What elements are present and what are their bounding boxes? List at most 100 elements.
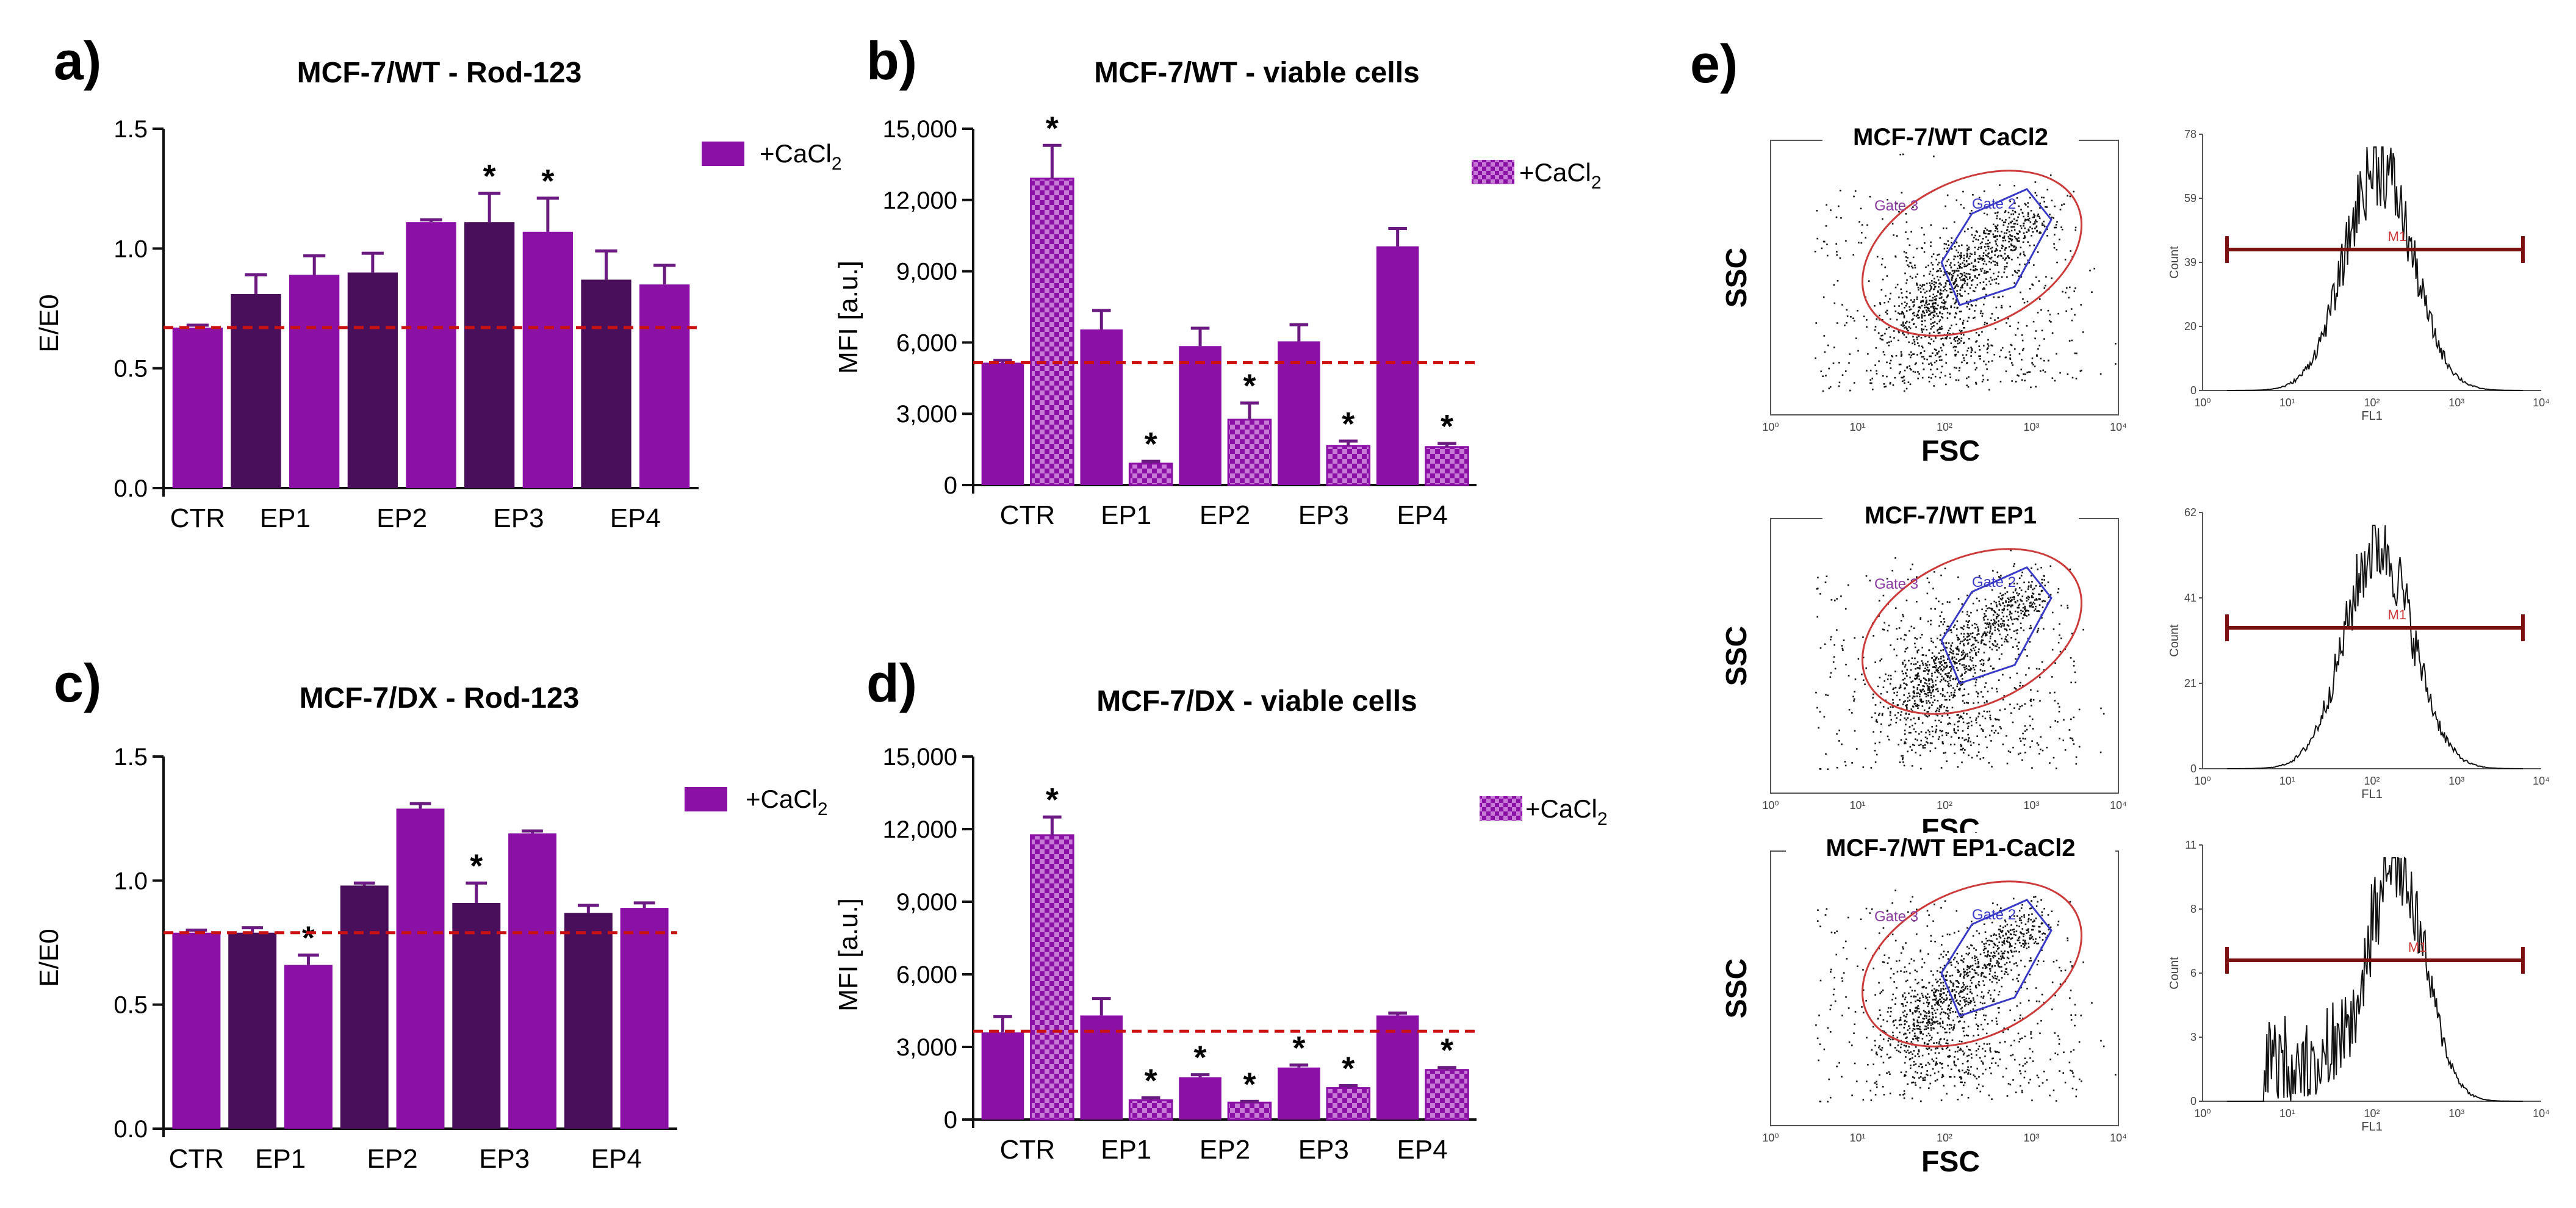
scatter-point	[2051, 611, 2054, 614]
scatter-point	[1968, 998, 1970, 999]
scatter-point	[1963, 326, 1965, 329]
scatter-point	[1962, 737, 1963, 739]
scatter-point	[2074, 681, 2077, 683]
scatter-point	[2067, 937, 2068, 940]
scatter-point	[2082, 331, 2084, 333]
scatter-point	[1959, 329, 1961, 331]
scatter-point	[1949, 722, 1951, 725]
scatter-point	[2012, 955, 2014, 957]
scatter-point	[1930, 640, 1933, 642]
scatter-point	[1963, 999, 1965, 1001]
scatter-point	[2009, 1009, 2011, 1012]
scatter-point	[1946, 317, 1949, 319]
scatter-point	[1869, 379, 1872, 381]
scatter-point	[1909, 244, 1911, 246]
scatter-point	[2007, 625, 2010, 627]
scatter-point	[1932, 701, 1934, 703]
scatter-point	[1919, 680, 1922, 683]
scatter-point	[1925, 266, 1927, 268]
scatter-point	[1918, 982, 1919, 983]
scatter-point	[1966, 253, 1968, 254]
scatter-point	[1907, 238, 1909, 240]
scatter-point	[1882, 961, 1884, 963]
scatter-point	[2027, 914, 2030, 916]
scatter-point	[2026, 609, 2028, 611]
scatter-point	[1916, 692, 1918, 694]
scatter-point	[2008, 604, 2010, 606]
scatter-point	[1830, 931, 1833, 933]
chart-b: MCF-7/WT - viable cells MFI [a.u.] 03,00…	[833, 57, 1477, 530]
scatter-point	[1946, 979, 1948, 981]
scatter-point	[1900, 952, 1902, 954]
scatter-point	[1928, 1087, 1930, 1089]
scatter-point	[1996, 691, 1998, 692]
scatter-point	[2004, 937, 2006, 940]
scatter-point	[1995, 950, 1998, 952]
scatter-point	[1981, 241, 1983, 243]
scatter-point	[1985, 682, 1987, 684]
scatter-point	[1963, 688, 1966, 691]
scatter-point	[1940, 315, 1943, 318]
scatter-point	[1958, 971, 1960, 973]
scatter-point	[1945, 205, 1946, 207]
scatter-point	[2024, 752, 2026, 753]
scatter-point	[1921, 284, 1924, 286]
scatter-point	[1992, 261, 1995, 262]
scatter-point	[1939, 237, 1941, 239]
scatter-point	[1895, 354, 1898, 357]
scatter-point	[1978, 1045, 1981, 1048]
scatter-point	[1947, 294, 1949, 297]
bar	[172, 932, 221, 1129]
scatter-point	[1966, 244, 1968, 246]
scatter-point	[2000, 575, 2002, 577]
scatter-point	[2034, 920, 2035, 922]
scatter-point	[1952, 650, 1954, 653]
scatter-point	[1937, 332, 1940, 334]
scatter-point	[1952, 696, 1954, 699]
scatter-point	[2027, 215, 2029, 217]
scatter-point	[1984, 686, 1986, 688]
scatter-point	[1946, 691, 1949, 694]
scatter-point	[1956, 685, 1959, 688]
scatter-point	[1960, 1081, 1962, 1084]
scatter-point	[1923, 288, 1925, 290]
scatter-point	[1964, 668, 1966, 671]
histogram-trace	[2227, 525, 2523, 769]
scatter-point	[1974, 260, 1976, 262]
scatter-point	[1906, 303, 1908, 305]
scatter-point	[1919, 1021, 1921, 1024]
scatter-point	[1956, 295, 1959, 297]
scatter-point	[1844, 764, 1847, 767]
scatter-point	[1903, 334, 1905, 336]
scatter-point	[1960, 340, 1962, 342]
scatter-point	[1864, 683, 1866, 685]
scatter-point	[2029, 907, 2031, 910]
scatter-point	[2020, 919, 2022, 921]
scatter-point	[1923, 709, 1926, 711]
scatter-point	[2054, 662, 2056, 664]
scatter-point	[1954, 1011, 1957, 1013]
scatter-point	[1999, 925, 2001, 927]
bar	[564, 913, 613, 1129]
scatter-point	[1987, 626, 1990, 628]
scatter-point	[2008, 941, 2010, 944]
scatter-point	[1903, 315, 1905, 317]
scatter-point	[1974, 1004, 1976, 1007]
scatter-point	[1845, 996, 1847, 998]
scatter-point	[1906, 647, 1909, 649]
scatter-point	[1954, 271, 1955, 273]
scatter-point	[1974, 259, 1976, 261]
scatter-point	[1828, 387, 1830, 389]
scatter-point	[1876, 753, 1878, 756]
scatter-point	[2013, 946, 2016, 949]
scatter-point	[1921, 1066, 1924, 1068]
scatter-point	[1874, 761, 1877, 763]
scatter-point	[2020, 922, 2023, 924]
scatter-point	[2017, 328, 2019, 329]
scatter-point	[1955, 658, 1957, 660]
scatter-point	[1974, 685, 1977, 687]
scatter-point	[1952, 346, 1955, 348]
scatter-point	[1991, 589, 1993, 591]
scatter-point	[1916, 1010, 1918, 1012]
scatter-point	[1922, 685, 1924, 687]
